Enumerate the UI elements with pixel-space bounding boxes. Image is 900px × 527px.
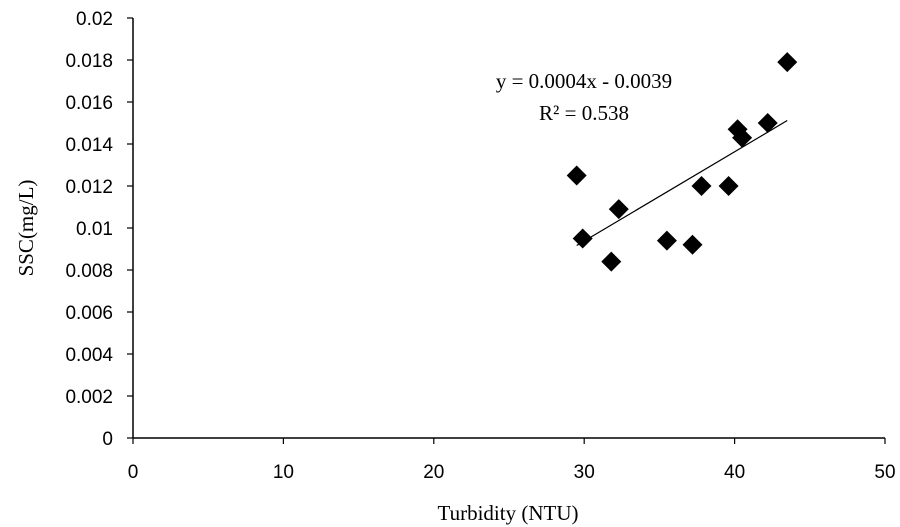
y-tick-label: 0.016 — [65, 93, 113, 114]
x-tick-label: 50 — [874, 462, 895, 483]
x-tick-label: 10 — [273, 462, 294, 483]
trendline — [576, 120, 788, 246]
data-point — [691, 176, 712, 196]
y-tick-label: 0.002 — [65, 387, 113, 408]
y-tick-label: 0.014 — [65, 135, 113, 156]
data-point — [777, 52, 798, 73]
y-tick-label: 0 — [102, 429, 113, 450]
x-tick-label: 20 — [423, 462, 444, 483]
trendline-equation: y = 0.0004x - 0.0039 — [496, 69, 672, 93]
y-axis-title: SSC(mg/L) — [14, 180, 38, 277]
data-point — [608, 199, 629, 220]
labels-layer: y = 0.0004x - 0.0039 R² = 0.538 Turbidit… — [14, 69, 672, 525]
x-tick-label: 30 — [574, 462, 595, 483]
data-point — [757, 113, 778, 133]
data-point — [682, 234, 703, 255]
y-tick-label: 0.006 — [65, 303, 113, 324]
x-axis-title: Turbidity (NTU) — [438, 501, 579, 525]
y-tick-label: 0.004 — [65, 345, 113, 366]
data-point — [718, 176, 739, 196]
y-tick-label: 0.01 — [76, 219, 113, 240]
y-tick-label: 0.008 — [65, 261, 113, 282]
data-points-layer — [566, 52, 798, 272]
data-point — [566, 165, 587, 186]
data-point — [601, 251, 622, 272]
y-tick-label: 0.018 — [65, 51, 113, 72]
x-tick-label: 0 — [128, 462, 139, 483]
y-tick-label: 0.02 — [76, 9, 113, 30]
x-tick-label: 40 — [724, 462, 745, 483]
data-point — [732, 127, 753, 148]
trendline-layer — [576, 120, 788, 246]
data-point — [656, 230, 677, 251]
r-squared-label: R² = 0.538 — [539, 101, 629, 125]
axes-layer: 0 0.002 0.004 0.006 0.008 0.01 0.012 0.014 0.016… — [65, 9, 895, 483]
data-point — [572, 228, 593, 249]
y-tick-label: 0.012 — [65, 177, 113, 198]
